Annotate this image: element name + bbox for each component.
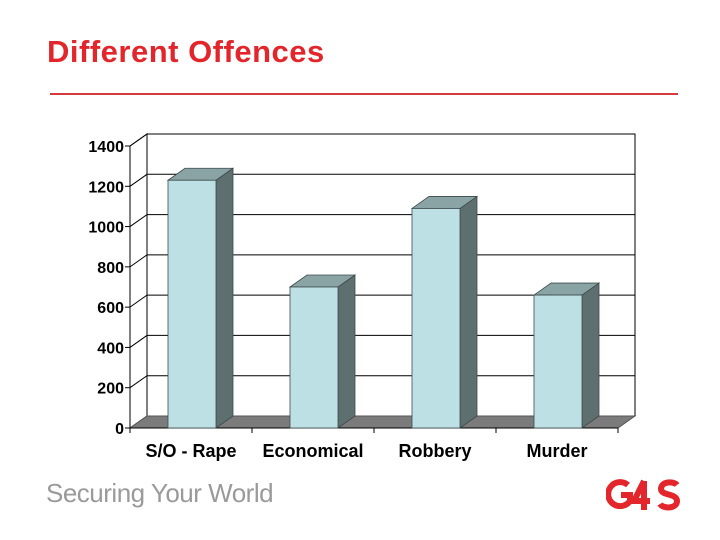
tagline: Securing Your World [46, 478, 274, 508]
bar [410, 195, 479, 429]
g4s-logo [606, 479, 681, 511]
category-label: Murder [526, 441, 587, 461]
bar-side [459, 195, 478, 429]
y-axis-ticks: 0 200 400 600 800 1000 1200 1400 [88, 139, 130, 438]
y-tick-label: 1200 [88, 179, 124, 196]
bar-side [215, 167, 234, 429]
bar-front [289, 286, 339, 429]
gridline [129, 173, 635, 187]
bar [166, 167, 235, 429]
y-tick-label: 800 [97, 260, 124, 277]
bar-front [533, 294, 583, 429]
bar [288, 274, 357, 429]
y-tick-label: 1000 [88, 220, 124, 237]
y-tick-label: 600 [97, 300, 124, 317]
title-divider [50, 93, 678, 95]
x-axis-categories: S/O - Rape Economical Robbery Murder [129, 428, 619, 461]
category-label: Economical [262, 441, 363, 461]
bar-front [167, 179, 217, 429]
y-tick-label: 1400 [88, 139, 124, 156]
y-tick-label: 200 [97, 381, 124, 398]
bar-side [337, 274, 356, 429]
category-label: S/O - Rape [145, 441, 236, 461]
y-tick-label: 400 [97, 340, 124, 357]
category-label: Robbery [398, 441, 471, 461]
slide-title: Different Offences [47, 34, 325, 69]
bar [532, 282, 601, 429]
bars [166, 167, 601, 429]
chart-side-wall [129, 133, 148, 429]
bar-front [411, 208, 461, 429]
y-tick-label: 0 [115, 421, 124, 438]
bar-side [581, 282, 600, 429]
gridline [129, 133, 635, 147]
